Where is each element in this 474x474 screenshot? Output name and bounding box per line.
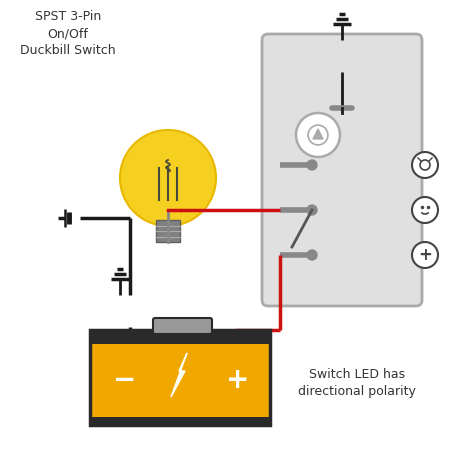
- Text: Switch LED has
directional polarity: Switch LED has directional polarity: [298, 368, 416, 398]
- Circle shape: [412, 152, 438, 178]
- Polygon shape: [313, 129, 323, 139]
- Circle shape: [307, 160, 317, 170]
- Circle shape: [307, 205, 317, 215]
- FancyBboxPatch shape: [153, 318, 212, 334]
- Circle shape: [308, 125, 328, 145]
- Bar: [156, 220, 180, 242]
- Text: −: −: [113, 366, 137, 394]
- Polygon shape: [171, 353, 187, 397]
- Circle shape: [420, 160, 430, 170]
- Circle shape: [120, 130, 216, 226]
- Circle shape: [307, 250, 317, 260]
- Circle shape: [412, 197, 438, 223]
- Bar: [90, 417, 270, 425]
- Bar: [90, 330, 270, 344]
- Circle shape: [296, 113, 340, 157]
- Text: SPST 3-Pin
On/Off
Duckbill Switch: SPST 3-Pin On/Off Duckbill Switch: [20, 10, 116, 57]
- Bar: [90, 330, 270, 425]
- Text: +: +: [226, 366, 250, 394]
- Circle shape: [412, 242, 438, 268]
- FancyBboxPatch shape: [262, 34, 422, 306]
- Text: +: +: [418, 246, 432, 264]
